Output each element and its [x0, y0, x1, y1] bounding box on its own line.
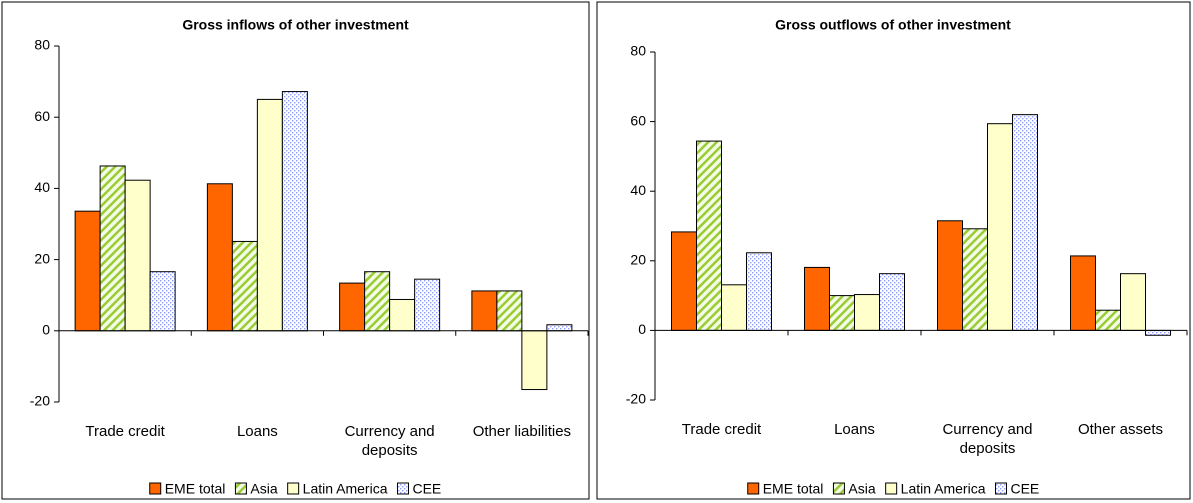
bar — [496, 290, 523, 332]
bar — [804, 266, 830, 331]
x-tick-label: Loans — [834, 421, 875, 438]
bar — [281, 91, 308, 332]
legend-swatch — [287, 482, 300, 495]
y-tick-label: 0 — [42, 322, 50, 338]
y-tick-label: 0 — [638, 321, 646, 337]
x-tick-label: Currency and deposits — [942, 421, 1033, 457]
y-tick-label: -20 — [626, 391, 646, 407]
legend-label: Latin America — [303, 481, 388, 497]
legend: EME total Asia Latin America CEE — [149, 481, 441, 497]
legend-label: EME total — [165, 481, 226, 497]
legend-swatch — [396, 482, 409, 495]
bar — [339, 282, 366, 332]
bar — [389, 298, 416, 332]
bar — [256, 98, 283, 332]
legend-swatch — [994, 482, 1007, 495]
legend-label: Asia — [848, 481, 875, 497]
chart-title: Gross inflows of other investment — [182, 17, 409, 33]
y-tick-label: 20 — [630, 252, 646, 268]
bar — [671, 231, 697, 331]
legend-label: Latin America — [901, 481, 986, 497]
bar — [937, 220, 963, 331]
legend-label: Asia — [250, 481, 277, 497]
chart-frame — [1, 1, 590, 500]
bar — [546, 324, 573, 332]
bar — [1070, 255, 1096, 331]
y-tick-label: 40 — [630, 182, 646, 198]
bar — [854, 294, 880, 331]
x-tick-label: Currency and deposits — [344, 423, 435, 459]
x-tick-label: Other liabilities — [472, 423, 572, 440]
y-tick-label: 80 — [34, 37, 50, 53]
x-tick-label: Trade credit — [85, 423, 165, 440]
x-tick-label: Trade credit — [681, 421, 762, 438]
legend-label: CEE — [1010, 481, 1039, 497]
bar — [746, 252, 772, 331]
legend-swatch — [149, 482, 162, 495]
legend-swatch — [885, 482, 898, 495]
legend-label: CEE — [412, 481, 441, 497]
y-tick-label: 40 — [34, 179, 50, 195]
bar — [471, 290, 498, 332]
bar — [231, 240, 258, 332]
legend-label: EME total — [763, 481, 824, 497]
bar — [1095, 309, 1121, 331]
legend-swatch — [234, 482, 247, 495]
bar — [829, 295, 855, 331]
bar — [721, 284, 747, 331]
bar — [987, 123, 1013, 331]
bar — [74, 210, 101, 332]
bar — [1120, 273, 1146, 331]
bar — [414, 278, 441, 332]
legend-swatch — [832, 482, 845, 495]
bar — [99, 165, 126, 332]
legend: EME total Asia Latin America CEE — [747, 481, 1039, 497]
x-tick-label: Loans — [236, 423, 278, 440]
y-tick-label: 60 — [34, 108, 50, 124]
y-tick-label: 60 — [630, 112, 646, 128]
bar — [206, 183, 233, 332]
bar — [696, 140, 722, 331]
bar — [1145, 329, 1171, 336]
bar — [364, 271, 391, 332]
bar — [879, 273, 905, 331]
y-tick-label: -20 — [30, 393, 50, 409]
bar — [149, 271, 176, 332]
x-tick-label: Other assets — [1077, 421, 1164, 438]
bar — [124, 179, 151, 332]
y-tick-label: 80 — [630, 43, 646, 59]
legend-swatch — [747, 482, 760, 495]
chart-title: Gross outflows of other investment — [775, 17, 1011, 33]
y-tick-label: 20 — [34, 250, 50, 266]
bar — [962, 228, 988, 331]
bar — [1012, 114, 1038, 331]
chart-frame — [596, 1, 1191, 500]
bar — [521, 330, 548, 391]
